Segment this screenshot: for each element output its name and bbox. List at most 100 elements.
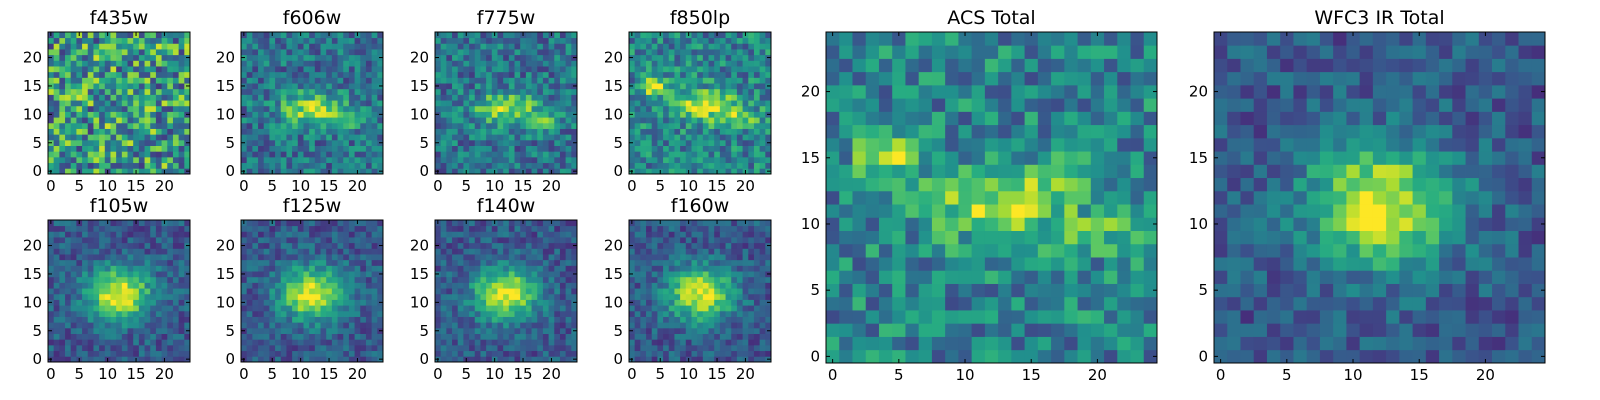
- heatmap-cell: [440, 327, 447, 334]
- heatmap-cell: [508, 350, 515, 357]
- heatmap-cell: [82, 83, 89, 90]
- heatmap-cell: [371, 134, 378, 141]
- heatmap-cell: [480, 231, 487, 238]
- heatmap-cell: [554, 156, 561, 164]
- heatmap-cell: [469, 288, 476, 295]
- heatmap-cell: [65, 327, 72, 334]
- heatmap-cell: [76, 316, 83, 323]
- heatmap-cell: [150, 128, 157, 135]
- heatmap-cell: [99, 162, 106, 169]
- heatmap-cell: [371, 71, 378, 78]
- heatmap-cell: [121, 220, 128, 227]
- heatmap-cell: [520, 145, 527, 152]
- heatmap-cell: [508, 220, 515, 227]
- heatmap-cell: [99, 156, 106, 164]
- heatmap-cell: [646, 83, 653, 90]
- heatmap-cell: [331, 111, 338, 118]
- heatmap-cell: [110, 139, 117, 146]
- heatmap-cell: [503, 117, 510, 124]
- heatmap-cell: [354, 237, 361, 244]
- heatmap-cell: [326, 288, 333, 295]
- heatmap-cell: [138, 162, 145, 169]
- heatmap-cell: [531, 77, 538, 84]
- heatmap-cell: [731, 134, 738, 141]
- heatmap-cell: [657, 310, 664, 317]
- heatmap-cell: [629, 162, 636, 169]
- heatmap-cell: [275, 151, 282, 158]
- heatmap-cell: [121, 242, 128, 249]
- heatmap-cell: [377, 259, 384, 266]
- heatmap-cell: [326, 134, 333, 141]
- heatmap-cell: [65, 339, 72, 346]
- heatmap-cell: [571, 259, 578, 266]
- heatmap-cell: [303, 242, 310, 249]
- heatmap-cell: [280, 242, 287, 249]
- heatmap-cell: [554, 356, 561, 363]
- heatmap-cell: [161, 71, 168, 78]
- heatmap-cell: [65, 54, 72, 61]
- heatmap-cell: [435, 100, 442, 107]
- heatmap-cell: [246, 105, 253, 112]
- heatmap-cell: [691, 128, 698, 135]
- heatmap-cell: [269, 293, 276, 300]
- heatmap-cell: [155, 105, 162, 112]
- heatmap-cell: [435, 350, 442, 357]
- heatmap-cell: [297, 339, 304, 346]
- heatmap-cell: [110, 276, 117, 283]
- heatmap-cell: [680, 83, 687, 90]
- heatmap-cell: [531, 339, 538, 346]
- heatmap-cell: [480, 94, 487, 101]
- heatmap-cell: [440, 310, 447, 317]
- heatmap-cell: [714, 60, 721, 67]
- x-tick-label: 10: [291, 177, 310, 195]
- heatmap-cell: [286, 49, 293, 56]
- heatmap-cell: [331, 305, 338, 312]
- heatmap-cell: [297, 316, 304, 323]
- heatmap-cell: [702, 316, 709, 323]
- heatmap-cell: [714, 128, 721, 135]
- heatmap-cell: [184, 293, 191, 300]
- heatmap-cell: [246, 37, 253, 44]
- heatmap-cell: [463, 156, 470, 164]
- heatmap-cell: [571, 43, 578, 50]
- heatmap-cell: [263, 88, 270, 95]
- heatmap-cell: [697, 237, 704, 244]
- heatmap-cell: [708, 242, 715, 249]
- heatmap-cell: [167, 293, 174, 300]
- heatmap-cell: [121, 139, 128, 146]
- heatmap-cell: [371, 100, 378, 107]
- heatmap-cell: [93, 117, 100, 124]
- heatmap-cell: [565, 105, 572, 112]
- heatmap-cell: [474, 299, 481, 306]
- heatmap-cell: [702, 305, 709, 312]
- heatmap-cell: [155, 339, 162, 346]
- heatmap-cell: [292, 168, 299, 175]
- heatmap-cell: [657, 305, 664, 312]
- heatmap-cell: [138, 105, 145, 112]
- heatmap-cell: [331, 83, 338, 90]
- heatmap-cell: [337, 316, 344, 323]
- heatmap-cell: [309, 220, 316, 227]
- heatmap-cell: [365, 220, 373, 227]
- heatmap-cell: [252, 220, 259, 227]
- heatmap-cell: [155, 305, 162, 312]
- heatmap-cell: [127, 43, 134, 50]
- heatmap-cell: [76, 299, 83, 306]
- heatmap-cell: [53, 139, 60, 146]
- heatmap-cell: [155, 156, 162, 164]
- heatmap-cell: [548, 122, 555, 129]
- heatmap-cell: [241, 105, 248, 112]
- heatmap-cell: [178, 43, 185, 50]
- heatmap-cell: [457, 305, 464, 312]
- heatmap-cell: [480, 128, 487, 135]
- heatmap-cell: [565, 43, 572, 50]
- heatmap-cell: [104, 37, 111, 44]
- heatmap-cell: [685, 94, 692, 101]
- heatmap-cell: [491, 248, 498, 255]
- heatmap-cell: [640, 248, 647, 255]
- heatmap-cell: [53, 288, 60, 295]
- heatmap-cell: [59, 288, 66, 295]
- heatmap-cell: [326, 237, 333, 244]
- heatmap-cell: [748, 94, 755, 101]
- heatmap-cell: [629, 100, 636, 107]
